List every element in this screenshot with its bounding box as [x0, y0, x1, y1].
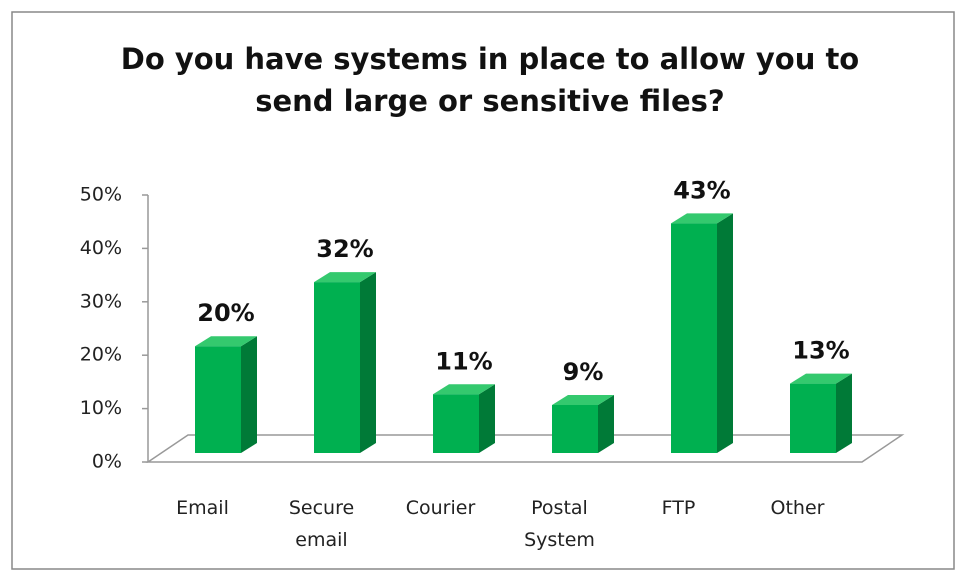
y-tick-label: 30% [80, 290, 122, 312]
bar-side [479, 384, 495, 453]
y-tick-label: 10% [80, 397, 122, 419]
bar-top [433, 384, 495, 395]
bar-top [552, 394, 614, 405]
bar-side [360, 272, 376, 453]
bar [195, 336, 257, 453]
bar-front [433, 394, 479, 453]
y-tick-label: 0% [92, 451, 122, 473]
value-label: 9% [563, 358, 604, 386]
value-label: 32% [316, 235, 373, 263]
bar-front [552, 404, 598, 453]
x-tick-label: Secure email [288, 497, 355, 551]
x-tick-label: Other [770, 497, 825, 519]
floor [145, 434, 905, 463]
value-label: 43% [673, 176, 730, 204]
bar-side [598, 394, 614, 453]
bar-top [314, 272, 376, 283]
bar-side [836, 373, 852, 453]
x-tick-label: Postal System [524, 497, 595, 551]
y-tick-label: 40% [80, 237, 122, 259]
bar-top [195, 336, 257, 347]
bar [314, 272, 376, 453]
bar-side [241, 336, 257, 453]
bar-side [717, 213, 733, 453]
bar [552, 394, 614, 453]
bar-front [314, 282, 360, 453]
y-tick-label: 50% [80, 184, 122, 206]
y-tick-label: 20% [80, 344, 122, 366]
value-label: 11% [435, 347, 492, 375]
bar [790, 373, 852, 453]
bar [671, 213, 733, 453]
bar [433, 384, 495, 453]
bar-front [195, 346, 241, 453]
value-label: 20% [197, 299, 254, 327]
bar-front [671, 223, 717, 453]
x-tick-label: Courier [405, 497, 476, 519]
x-tick-label: Email [176, 497, 229, 519]
value-label: 13% [792, 337, 849, 365]
bar-top [671, 213, 733, 224]
chart-frame [11, 11, 955, 570]
bar-top [790, 373, 852, 384]
chart-title: Do you have systems in place to allow yo… [120, 42, 860, 118]
x-tick-label: FTP [661, 497, 696, 519]
bar-front [790, 383, 836, 453]
